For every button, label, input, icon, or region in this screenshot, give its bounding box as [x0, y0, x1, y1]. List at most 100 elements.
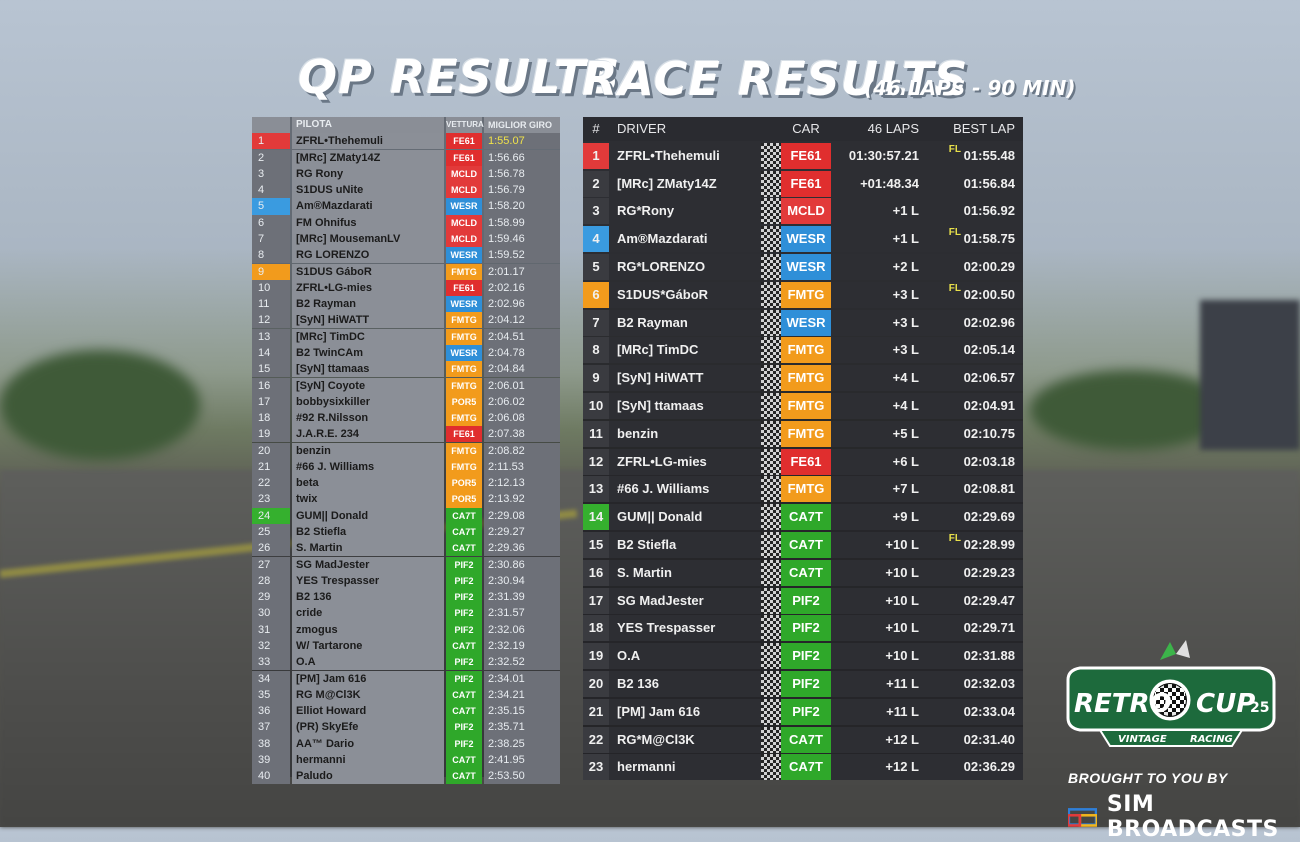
race-table-row: 1 ZFRL•Thehemuli FE61 01:30:57.21 01:55.48 FL	[583, 142, 1023, 169]
qp-best-lap: 2:01.17	[484, 263, 560, 280]
race-driver: GUM|| Donald	[617, 509, 703, 525]
qp-table-row: 7 [MRc] MousemanLV MCLD 1:59.46	[252, 230, 560, 248]
qp-pos: 37	[252, 719, 290, 736]
race-table-row: 8 [MRc] TimDC FMTG +3 L 02:05.14	[583, 337, 1023, 364]
race-best-lap-value: 01:55.48	[963, 147, 1015, 163]
race-car: MCLD	[781, 198, 831, 225]
race-best-lap: 02:29.69	[923, 504, 1023, 530]
race-driver: Am®Mazdarati	[617, 231, 708, 247]
qp-table-row: 14 B2 TwinCAm WESR 2:04.78	[252, 344, 560, 362]
checkered-flag-icon	[761, 587, 781, 614]
race-driver: B2 136	[617, 675, 659, 691]
qp-car: FMTG	[446, 312, 482, 329]
qp-best-lap: 2:29.08	[484, 507, 560, 524]
race-driver: [MRc] ZMaty14Z	[617, 175, 717, 191]
race-best-lap: 02:08.81	[923, 476, 1023, 502]
grandstand-building	[1200, 300, 1300, 450]
qp-table-row: 19 J.A.R.E. 234 FE61 2:07.38	[252, 426, 560, 443]
race-table-row: 12 ZFRL•LG-mies FE61 +6 L 02:03.18	[583, 448, 1023, 475]
checkered-flag-icon	[761, 253, 781, 280]
race-pos: 20	[583, 670, 609, 697]
qp-driver: Am®Mazdarati	[292, 198, 444, 215]
race-table-row: 2 [MRc] ZMaty14Z FE61 +01:48.34 01:56.84	[583, 170, 1023, 197]
race-best-lap: 02:36.29	[923, 754, 1023, 780]
qp-car: PIF2	[446, 556, 482, 573]
race-driver: SG MadJester	[617, 592, 704, 608]
race-best-lap-value: 02:36.29	[963, 759, 1015, 775]
qp-table-row: 4 S1DUS uNite MCLD 1:56.79	[252, 182, 560, 199]
qp-table-row: 33 O.A PIF2 2:32.52	[252, 654, 560, 671]
qp-car: PIF2	[446, 654, 482, 671]
race-best-lap-value: 02:32.03	[963, 675, 1015, 691]
qp-car: FE61	[446, 133, 482, 150]
qp-best-lap: 1:59.46	[484, 230, 560, 248]
race-driver: ZFRL•LG-mies	[617, 453, 707, 469]
qp-driver: ZFRL•Thehemuli	[292, 133, 444, 150]
race-gap: +7 L	[892, 481, 919, 497]
qp-car: CA7T	[446, 540, 482, 557]
qp-table-row: 11 B2 Rayman WESR 2:02.96	[252, 296, 560, 313]
race-driver: S1DUS*GáboR	[617, 286, 709, 302]
race-pos: 8	[583, 337, 609, 364]
qp-best-lap: 1:55.07	[484, 133, 560, 150]
race-pos: 5	[583, 253, 609, 280]
qp-driver: RG M@Cl3K	[292, 686, 444, 703]
qp-pos: 35	[252, 686, 290, 703]
qp-pos: 9	[252, 263, 290, 280]
race-gap: +6 L	[892, 453, 919, 469]
qp-pos: 30	[252, 605, 290, 622]
fastest-lap-badge: FL	[948, 227, 961, 239]
race-best-lap-value: 02:10.75	[963, 425, 1015, 441]
qp-table-row: 26 S. Martin CA7T 2:29.36	[252, 540, 560, 557]
qp-driver: beta	[292, 475, 444, 492]
race-car: FE61	[781, 142, 831, 169]
qp-table-row: 40 Paludo CA7T 2:53.50	[252, 768, 560, 785]
qp-driver: [MRc] ZMaty14Z	[292, 149, 444, 166]
checkered-flag-icon	[761, 698, 781, 725]
race-table-row: 22 RG*M@Cl3K CA7T +12 L 02:31.40	[583, 726, 1023, 753]
qp-driver: SG MadJester	[292, 556, 444, 573]
qp-driver: O.A	[292, 654, 444, 671]
logo-racing: RACING	[1190, 734, 1233, 745]
qp-table-row: 10 ZFRL•LG-mies FE61 2:02.16	[252, 279, 560, 296]
race-best-lap: 01:58.75 FL	[923, 226, 1023, 252]
race-pos: 18	[583, 615, 609, 642]
logo-retro: RETRO	[1074, 689, 1172, 719]
qp-driver: S1DUS uNite	[292, 182, 444, 199]
race-car: FMTG	[781, 420, 831, 447]
qp-car: FMTG	[446, 410, 482, 427]
qp-car: CA7T	[446, 768, 482, 785]
race-driver: RG*Rony	[617, 203, 675, 219]
race-best-lap: 02:32.03	[923, 671, 1023, 697]
checkered-flag-icon	[761, 365, 781, 392]
race-pos: 11	[583, 420, 609, 447]
race-pos: 12	[583, 448, 609, 475]
qp-car: PIF2	[446, 589, 482, 606]
qp-car: PIF2	[446, 735, 482, 752]
qp-pos: 33	[252, 654, 290, 671]
qp-best-lap: 1:59.52	[484, 247, 560, 264]
qp-best-lap: 2:08.82	[484, 442, 560, 459]
qp-best-lap: 1:56.66	[484, 149, 560, 166]
logo-year: 25	[1250, 700, 1269, 716]
checkered-flag-icon	[761, 670, 781, 697]
race-best-lap: 02:00.29	[923, 254, 1023, 280]
race-pos: 10	[583, 392, 609, 419]
qp-results-title: QP RESULTS	[298, 50, 621, 104]
qp-best-lap: 2:30.94	[484, 572, 560, 589]
qp-car: FMTG	[446, 458, 482, 475]
race-results-title: RACE RESULTS	[582, 52, 969, 106]
qp-driver: [MRc] TimDC	[292, 328, 444, 345]
qp-car: WESR	[446, 296, 482, 313]
qp-car: WESR	[446, 344, 482, 362]
qp-best-lap: 2:32.19	[484, 638, 560, 655]
race-table-row: 17 SG MadJester PIF2 +10 L 02:29.47	[583, 587, 1023, 614]
qp-best-lap: 2:30.86	[484, 556, 560, 573]
qp-car: MCLD	[446, 214, 482, 231]
race-best-lap-value: 02:33.04	[963, 703, 1015, 719]
race-best-lap: 02:03.18	[923, 449, 1023, 475]
race-results-table: # DRIVER CAR 46 LAPS BEST LAP 1 ZFRL•Theh…	[583, 117, 1023, 781]
race-driver: hermanni	[617, 759, 676, 775]
race-car: FE61	[781, 170, 831, 197]
race-table-row: 5 RG*LORENZO WESR +2 L 02:00.29	[583, 253, 1023, 280]
